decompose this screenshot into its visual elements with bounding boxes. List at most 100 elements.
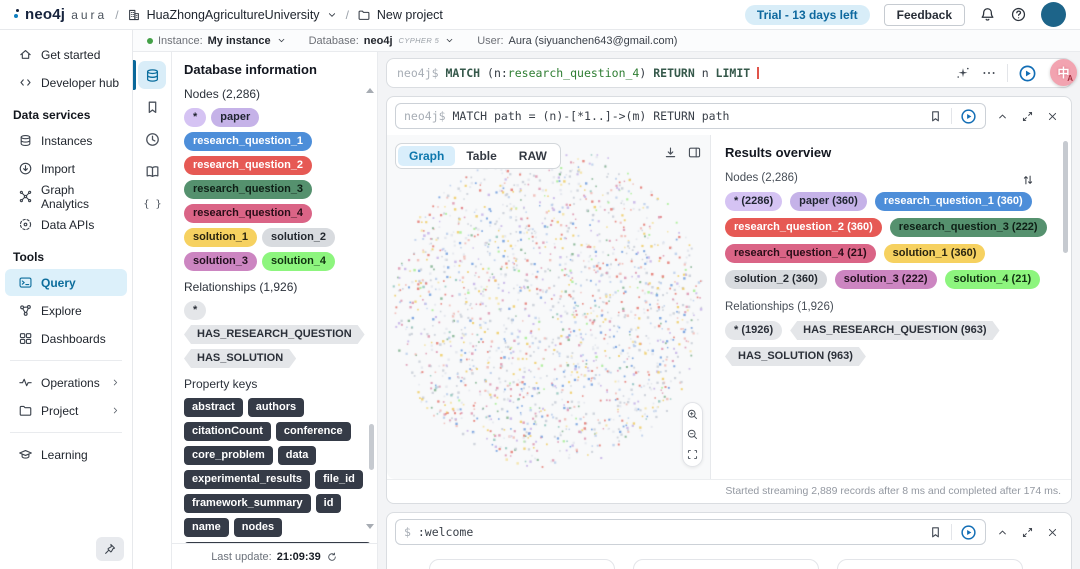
sidebar-item-explore[interactable]: Explore [5, 297, 127, 324]
help-icon[interactable] [1010, 6, 1027, 23]
sidebar-item-dashboards[interactable]: Dashboards [5, 325, 127, 352]
rerun-query-button[interactable] [960, 108, 977, 125]
node-chip[interactable]: research_question_4 [184, 204, 313, 223]
zoom-in-icon[interactable] [686, 408, 699, 421]
rail-docs-button[interactable] [138, 157, 166, 185]
prop-chip[interactable]: experimental_results [184, 470, 311, 489]
breadcrumb-organization[interactable]: HuaZhongAgricultureUniversity [127, 8, 338, 22]
cypher-editor[interactable]: neo4j$ MATCH (n:research_question_4) RET… [386, 58, 1072, 88]
result-query-input[interactable]: neo4j$ MATCH path = (n)-[*1..]->(m) RETU… [395, 103, 986, 129]
instance-selector[interactable]: Instance: My instance [147, 35, 287, 47]
rail-history-button[interactable] [138, 125, 166, 153]
node-chip[interactable]: solution_4 [262, 252, 336, 271]
sidebar-item-import[interactable]: Import [5, 155, 127, 182]
more-options-icon[interactable] [981, 65, 997, 81]
prop-chip[interactable]: file_id [315, 470, 363, 489]
panel-scrollbar[interactable] [369, 424, 374, 470]
node-chip[interactable]: * [184, 108, 207, 127]
rail-saved-cypher-button[interactable] [138, 93, 166, 121]
node-chip[interactable]: paper [211, 108, 260, 127]
ai-sparkle-icon[interactable] [955, 65, 971, 81]
notifications-bell-icon[interactable] [979, 6, 996, 23]
prop-chip[interactable]: id [315, 494, 342, 513]
node-chip[interactable]: research_question_4 (21) [725, 244, 876, 263]
node-chip[interactable]: solution_4 (21) [944, 270, 1041, 289]
sidebar-item-project[interactable]: Project [5, 397, 127, 424]
prop-chip[interactable]: framework_summary [184, 494, 311, 513]
node-chip[interactable]: research_question_1 (360) [874, 192, 1032, 211]
node-chip[interactable]: research_question_3 [184, 180, 313, 199]
node-chip[interactable]: * (2286) [725, 192, 783, 211]
prop-chip[interactable]: conference [275, 422, 351, 441]
fit-to-screen-icon[interactable] [686, 448, 699, 461]
guide-card[interactable]: GUIDE [429, 559, 615, 569]
rel-chip[interactable]: * (1926) [725, 321, 783, 340]
tab-table[interactable]: Table [466, 149, 497, 163]
user-avatar[interactable] [1041, 2, 1066, 27]
sidebar-item-instances[interactable]: Instances [5, 127, 127, 154]
prop-chip[interactable]: data [277, 446, 317, 465]
trial-badge[interactable]: Trial - 13 days left [744, 4, 870, 25]
collapse-frame-icon[interactable] [996, 526, 1009, 539]
prop-chip[interactable]: name [184, 518, 229, 537]
node-chip[interactable]: solution_1 (360) [883, 244, 986, 263]
tab-raw[interactable]: RAW [518, 149, 547, 163]
download-icon[interactable] [663, 145, 678, 160]
run-command-button[interactable] [960, 524, 977, 541]
sidebar-item-data-apis[interactable]: Data APIs [5, 211, 127, 238]
cypher-editor-input[interactable]: neo4j$ MATCH (n:research_question_4) RET… [397, 66, 760, 80]
side-panel-toggle-icon[interactable] [687, 145, 702, 160]
run-query-button[interactable] [1018, 64, 1037, 83]
node-chip[interactable]: solution_3 (222) [834, 270, 937, 289]
node-chip[interactable]: research_question_2 (360) [725, 218, 882, 237]
rel-chip[interactable]: HAS_RESEARCH_QUESTION [184, 325, 365, 344]
extra-card[interactable] [837, 559, 1023, 569]
expand-frame-icon[interactable] [1021, 526, 1034, 539]
node-chip[interactable]: solution_3 [184, 252, 258, 271]
prop-chip[interactable]: authors [247, 398, 305, 417]
scroll-up-arrow[interactable] [366, 88, 374, 93]
zoom-out-icon[interactable] [686, 428, 699, 441]
node-chip[interactable]: solution_2 (360) [725, 270, 827, 289]
node-chip[interactable]: solution_2 [262, 228, 336, 247]
graph-canvas[interactable] [387, 135, 709, 479]
breadcrumb-project[interactable]: New project [357, 8, 443, 22]
node-chip[interactable]: research_question_2 [184, 156, 313, 175]
node-chip[interactable]: research_question_1 [184, 132, 313, 151]
close-frame-icon[interactable] [1046, 526, 1059, 539]
collapse-frame-icon[interactable] [996, 110, 1009, 123]
rel-chip[interactable]: HAS_RESEARCH_QUESTION (963) [790, 321, 999, 340]
feedback-button[interactable]: Feedback [883, 3, 965, 26]
refresh-icon[interactable] [326, 551, 338, 563]
dataset-card[interactable]: DATASET [633, 559, 819, 569]
welcome-command-input[interactable]: $ :welcome [395, 519, 986, 545]
pin-sidebar-button[interactable] [96, 537, 124, 561]
sidebar-item-operations[interactable]: Operations [5, 369, 127, 396]
sidebar-item-learning[interactable]: Learning [5, 441, 127, 468]
sidebar-item-query[interactable]: Query [5, 269, 127, 296]
rel-chip[interactable]: HAS_SOLUTION [184, 349, 296, 368]
save-bookmark-icon[interactable] [928, 109, 943, 124]
rail-database-button[interactable] [138, 61, 166, 89]
ime-indicator[interactable]: 中 A [1050, 59, 1077, 86]
sidebar-item-get-started[interactable]: Get started [5, 41, 127, 68]
sidebar-item-graph-analytics[interactable]: Graph Analytics [5, 183, 127, 211]
prop-chip[interactable]: core_problem [184, 446, 273, 465]
prop-chip[interactable]: citationCount [184, 422, 271, 441]
sort-icon[interactable] [1021, 173, 1035, 187]
prop-chip[interactable]: nodes [233, 518, 283, 537]
rel-chip[interactable]: * [184, 301, 207, 320]
prop-chip[interactable]: abstract [184, 398, 243, 417]
graph-visualization-pane[interactable]: Graph Table RAW [387, 135, 711, 479]
save-bookmark-icon[interactable] [928, 525, 943, 540]
node-chip[interactable]: solution_1 [184, 228, 258, 247]
scroll-down-arrow[interactable] [366, 524, 374, 529]
sidebar-item-developer-hub[interactable]: Developer hub [5, 69, 127, 96]
close-frame-icon[interactable] [1046, 110, 1059, 123]
node-chip[interactable]: research_question_3 (222) [889, 218, 1047, 237]
node-chip[interactable]: paper (360) [790, 192, 867, 211]
database-selector[interactable]: Database: neo4j CYPHER 5 [309, 35, 456, 47]
results-scrollbar[interactable] [1063, 141, 1068, 253]
tab-graph[interactable]: Graph [398, 146, 456, 166]
expand-frame-icon[interactable] [1021, 110, 1034, 123]
